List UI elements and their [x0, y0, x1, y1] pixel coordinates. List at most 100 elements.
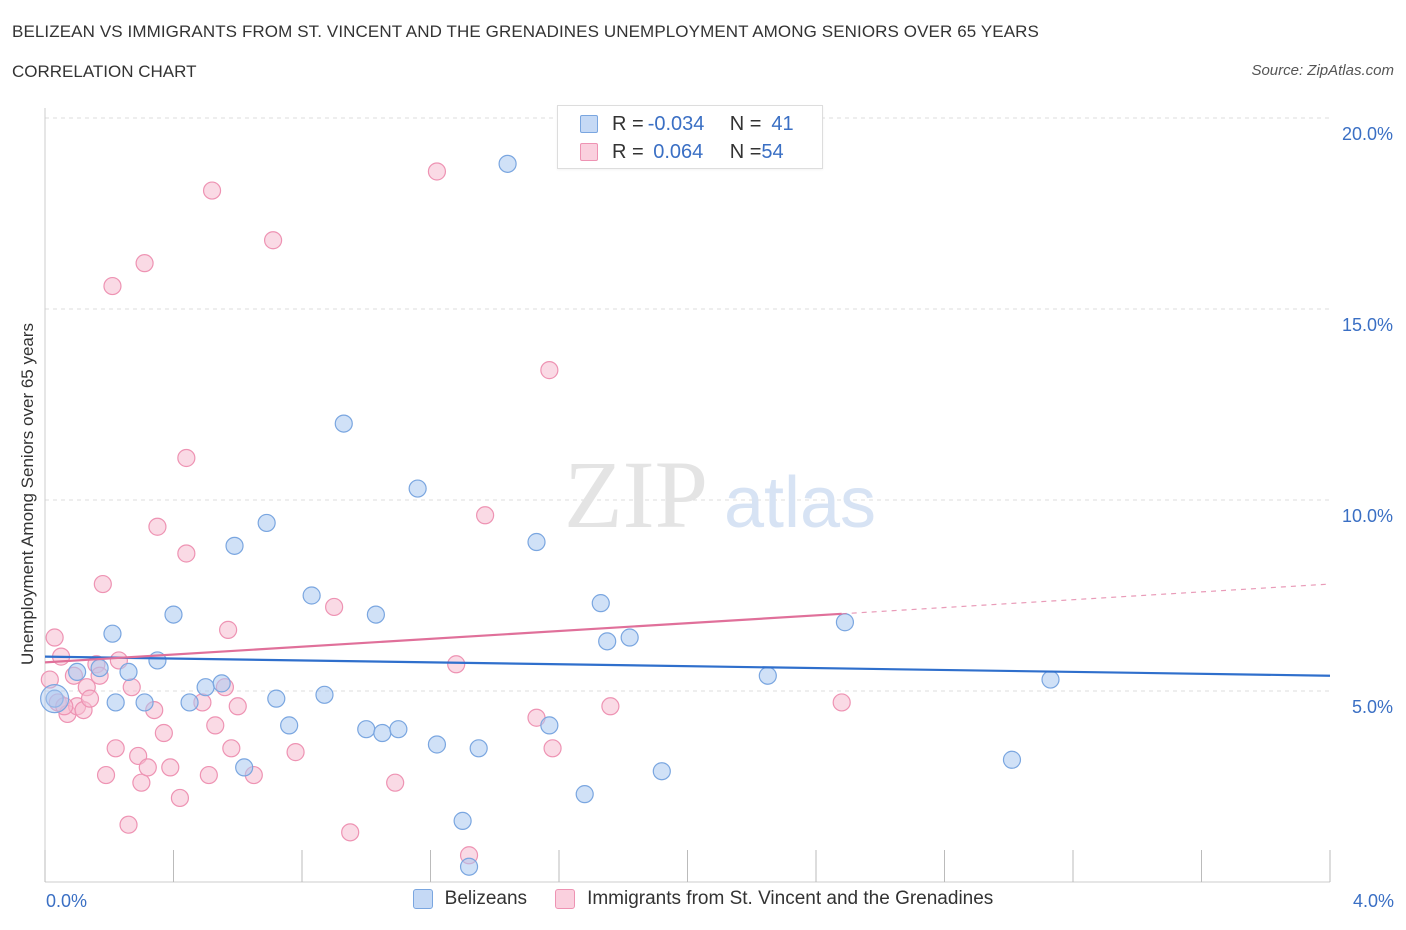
y-tick-label: 20.0%	[1342, 124, 1393, 144]
point-belizeans	[427, 735, 447, 754]
point-belizeans	[453, 811, 472, 830]
axes	[44, 108, 1331, 883]
point-belizeans	[103, 624, 122, 643]
point-belizeans	[652, 762, 671, 781]
point-immigrants	[177, 544, 196, 563]
point-immigrants	[832, 693, 851, 712]
point-immigrants	[96, 765, 116, 785]
point-belizeans	[389, 720, 408, 739]
point-immigrants	[154, 723, 173, 743]
legend-label-immigrants: Immigrants from St. Vincent and the Gren…	[587, 888, 994, 909]
point-belizeans	[119, 662, 138, 682]
point-belizeans	[90, 658, 109, 678]
r-label: R =	[612, 112, 644, 135]
point-immigrants	[202, 181, 222, 200]
point-immigrants	[386, 773, 405, 792]
point-belizeans	[498, 154, 517, 173]
point-immigrants	[199, 765, 218, 785]
point-immigrants	[106, 739, 125, 758]
point-immigrants	[122, 678, 141, 697]
point-belizeans	[620, 628, 639, 647]
point-belizeans	[575, 785, 594, 804]
point-belizeans	[225, 536, 244, 555]
point-belizeans	[68, 662, 87, 682]
stats-legend: R = -0.034 N = 41 R = 0.064 N = 54	[557, 105, 823, 169]
point-belizeans	[598, 632, 617, 651]
point-immigrants	[263, 231, 283, 250]
point-belizeans	[196, 678, 215, 697]
stats-row-belizeans: R = -0.034 N = 41	[580, 110, 794, 138]
legend-swatch-blue	[412, 889, 433, 909]
n-value: 41	[771, 112, 794, 135]
n-label: N =	[729, 112, 762, 135]
bottom-legend: Belizeans Immigrants from St. Vincent an…	[0, 888, 1406, 910]
point-immigrants	[40, 670, 59, 689]
trendlines	[44, 583, 1331, 677]
y-axis-label: Unemployment Among Seniors over 65 years	[18, 322, 37, 666]
y-tick-labels: 5.0% 10.0% 15.0% 20.0%	[1342, 124, 1393, 717]
point-belizeans	[302, 586, 321, 605]
point-immigrants	[222, 739, 241, 758]
point-belizeans	[106, 693, 125, 712]
point-belizeans	[527, 532, 546, 552]
legend-item-belizeans[interactable]: Belizeans	[412, 888, 528, 910]
point-immigrants	[80, 689, 100, 708]
point-belizeans	[235, 758, 254, 777]
point-belizeans	[135, 693, 154, 712]
y-tick-label: 10.0%	[1342, 506, 1393, 526]
legend-item-immigrants[interactable]: Immigrants from St. Vincent and the Gren…	[555, 888, 993, 910]
legend-label-belizeans: Belizeans	[444, 888, 528, 909]
point-belizeans	[180, 693, 199, 712]
point-belizeans	[459, 857, 479, 876]
y-tick-label: 15.0%	[1342, 315, 1393, 335]
point-immigrants	[228, 697, 247, 716]
watermark-atlas: atlas	[724, 463, 876, 543]
point-immigrants	[543, 739, 562, 758]
point-immigrants	[341, 823, 360, 842]
n-label: N =	[729, 140, 762, 163]
trendline-immigrants	[44, 612, 842, 664]
point-belizeans	[366, 605, 385, 624]
point-belizeans	[212, 674, 231, 693]
point-immigrants	[219, 620, 238, 639]
point-belizeans	[758, 666, 777, 685]
point-immigrants	[103, 276, 122, 296]
point-belizeans	[164, 605, 183, 624]
n-value: 54	[761, 140, 784, 163]
point-immigrants	[170, 788, 190, 808]
r-value: -0.034	[647, 112, 705, 135]
watermark-zip: ZIP	[564, 441, 708, 548]
legend-swatch-pink	[555, 889, 576, 909]
point-immigrants	[119, 815, 138, 834]
legend-swatch-pink	[580, 143, 598, 161]
grid-lines	[45, 117, 1330, 692]
point-belizeans	[469, 739, 488, 758]
point-immigrants	[132, 773, 151, 792]
point-immigrants	[93, 574, 112, 594]
series-blue-points	[40, 154, 1060, 876]
point-immigrants	[447, 655, 466, 674]
point-belizeans	[280, 716, 299, 735]
point-belizeans	[408, 479, 427, 498]
point-immigrants	[325, 597, 344, 617]
point-immigrants	[476, 506, 495, 525]
r-value: 0.064	[647, 140, 704, 163]
point-belizeans	[835, 613, 855, 632]
legend-swatch-blue	[580, 115, 598, 133]
chart-subtitle: CORRELATION CHART	[12, 62, 197, 81]
point-immigrants	[427, 162, 447, 181]
trendline-immigrants-extension	[841, 583, 1331, 615]
x-tick-label-min: 0.0%	[46, 891, 88, 911]
point-belizeans	[315, 685, 334, 704]
point-immigrants	[601, 697, 620, 716]
point-belizeans	[1002, 750, 1022, 769]
point-immigrants	[206, 716, 225, 735]
point-immigrants	[148, 517, 167, 536]
point-immigrants	[286, 743, 305, 762]
stats-row-immigrants: R = 0.064 N = 54	[580, 138, 784, 166]
point-belizeans	[1041, 670, 1060, 689]
point-belizeans	[257, 513, 276, 533]
point-belizeans	[591, 594, 610, 613]
r-label: R =	[612, 140, 644, 163]
